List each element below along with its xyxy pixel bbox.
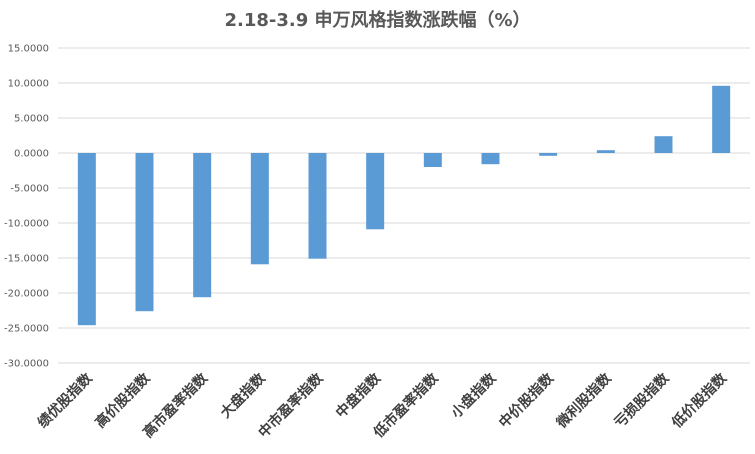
bar: [712, 85, 731, 153]
bar: [539, 153, 558, 156]
y-tick-label: 0.0000: [14, 149, 49, 160]
y-tick-label: 5.0000: [14, 114, 49, 125]
bar: [77, 153, 96, 326]
x-category-label: 低价股指数: [668, 369, 731, 432]
x-category-label: 微利股指数: [552, 369, 615, 432]
bar: [308, 153, 327, 259]
x-category-label: 大盘指数: [217, 369, 269, 421]
x-category-label: 小盘指数: [448, 369, 500, 421]
y-tick-label: -30.0000: [4, 359, 49, 370]
bar: [366, 153, 385, 230]
bar: [193, 153, 212, 298]
y-tick-label: -25.0000: [4, 324, 49, 335]
bar: [654, 136, 673, 153]
x-category-label: 绩优股指数: [34, 369, 96, 431]
x-category-label: 中价股指数: [495, 369, 557, 431]
y-tick-label: -10.0000: [4, 219, 49, 230]
x-category-label: 高价股指数: [92, 369, 154, 431]
chart-title: 2.18-3.9 申万风格指数涨跌幅（%）: [224, 10, 531, 31]
y-tick-label: -15.0000: [4, 254, 49, 265]
y-tick-label: -5.0000: [10, 184, 49, 195]
bar: [596, 150, 615, 153]
bar: [250, 153, 269, 265]
x-category-label: 中盘指数: [332, 369, 384, 421]
x-category-label: 亏损股指数: [611, 369, 673, 431]
y-axis: 15.0000 10.0000 5.0000 0.0000 -5.0000 -10.000…: [4, 44, 49, 370]
y-tick-label: 10.0000: [8, 79, 49, 90]
y-tick-label: -20.0000: [4, 289, 49, 300]
bars: [77, 85, 731, 326]
y-tick-label: 15.0000: [8, 44, 49, 55]
bar: [423, 153, 442, 167]
bar: [135, 153, 154, 312]
bar: [481, 153, 500, 165]
gridlines: [58, 47, 750, 364]
